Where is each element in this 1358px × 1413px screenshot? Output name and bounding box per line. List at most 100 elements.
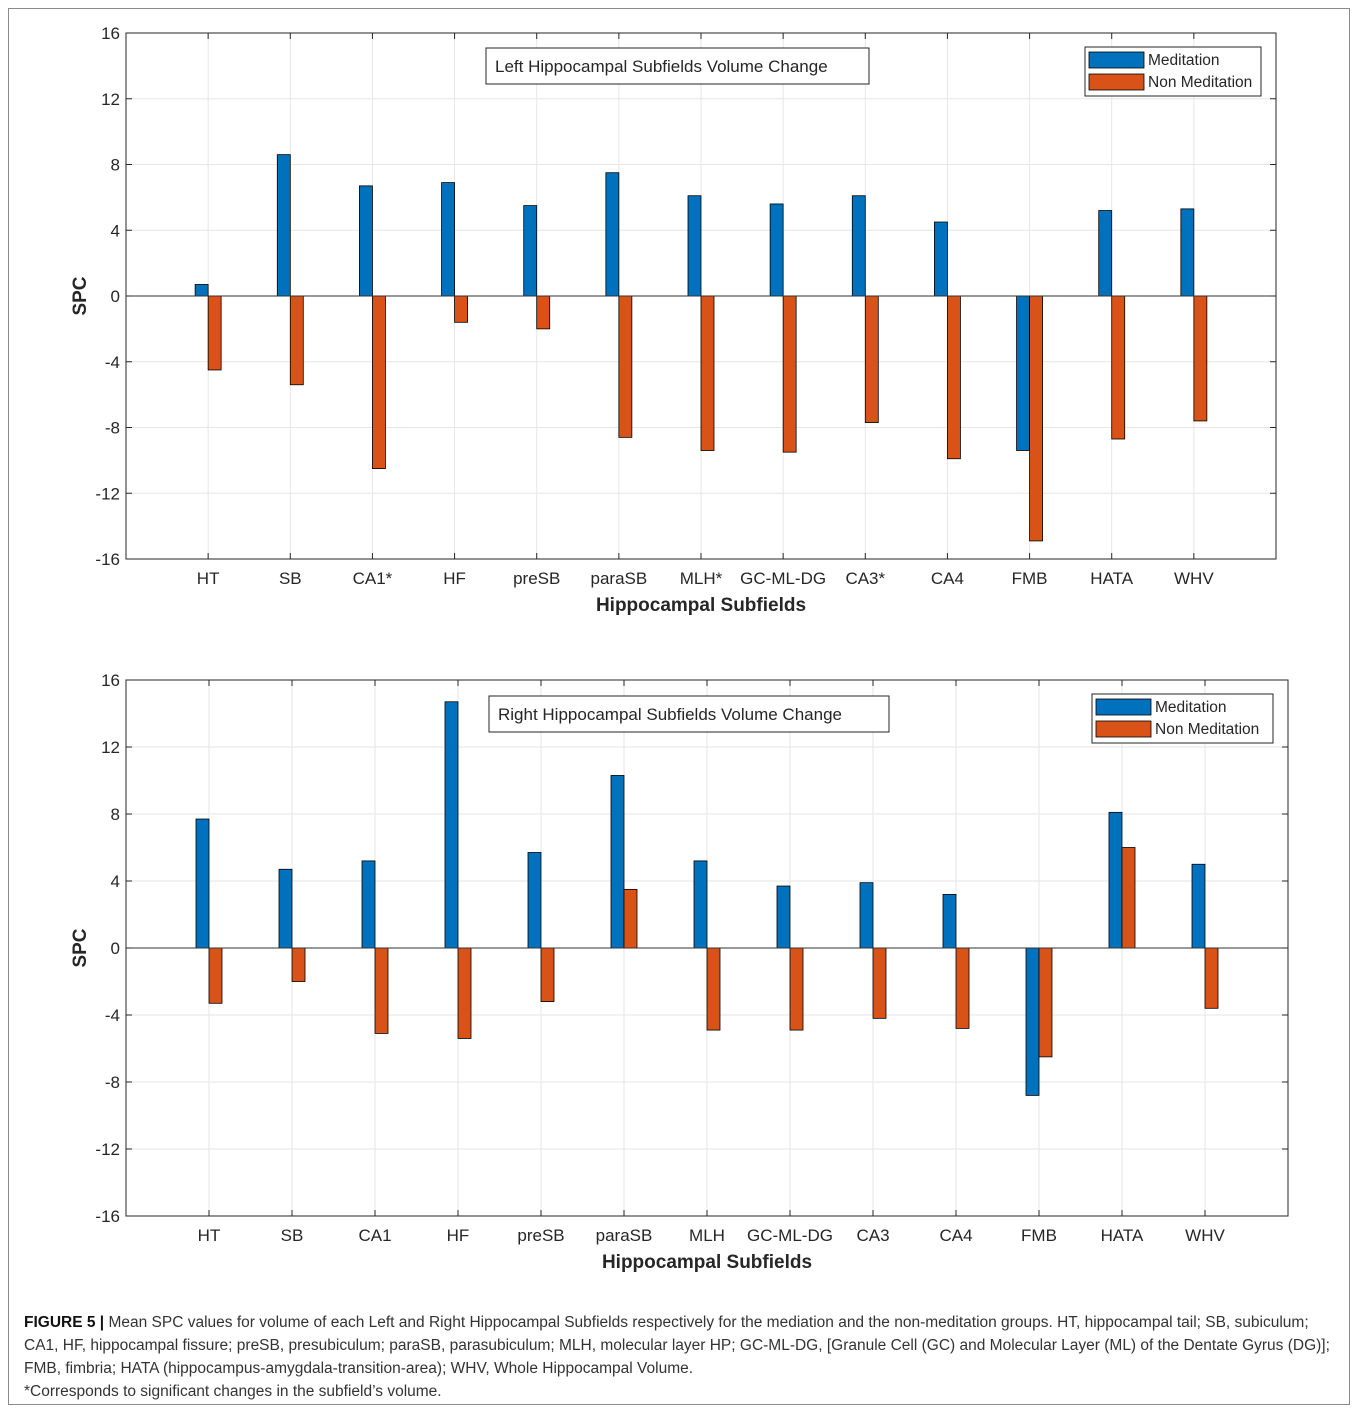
y-tick-label: 0 [111,287,120,306]
x-tick-label: FMB [1021,1226,1057,1245]
bar-non-meditation-gc-ml-dg [782,295,797,453]
bar-non-meditation-sb [289,295,304,386]
y-tick-label: -12 [95,484,120,503]
bar-non-meditation-presb [540,947,555,1002]
x-tick-label: HF [447,1226,470,1245]
x-tick-label: preSB [513,569,560,588]
bar-meditation-fmb [1016,295,1030,451]
figure-caption: FIGURE 5 | Mean SPC values for volume of… [24,1311,1334,1403]
x-tick-label: FMB [1012,569,1048,588]
bar-meditation-gc-ml-dg [776,885,791,949]
x-tick-label: CA4 [939,1226,972,1245]
y-tick-label: -16 [95,550,120,569]
x-tick-label: HT [198,1226,221,1245]
x-tick-label: CA4 [931,569,964,588]
bar-meditation-ca3 [859,882,874,949]
bar-non-meditation-ca4 [955,947,970,1029]
bar-meditation-parasb [610,775,625,949]
bar-meditation-presb [527,852,542,949]
bar-non-meditation-whv [1193,295,1208,422]
bar-non-meditation-mlh [706,947,721,1031]
x-tick-label: preSB [517,1226,564,1245]
y-tick-label: -16 [95,1207,120,1226]
bar-meditation-ca1 [359,185,373,297]
bar-meditation-hata [1098,210,1113,297]
legend-swatch-non-meditation [1095,720,1152,738]
caption-text: Mean SPC values for volume of each Left … [24,1314,1330,1377]
y-tick-label: 8 [111,156,120,175]
x-tick-label: HT [197,569,220,588]
bar-meditation-ca1 [361,860,376,949]
x-tick-label: HATA [1101,1226,1144,1245]
legend-label-non-meditation: Non Meditation [1155,721,1259,738]
x-tick-label: paraSB [591,569,648,588]
legend-swatch-meditation [1088,51,1145,69]
x-tick-label: paraSB [596,1226,653,1245]
y-tick-label: 16 [101,671,120,690]
x-tick-label: CA1* [353,569,393,588]
bar-non-meditation-hf [454,295,468,323]
y-tick-label: -4 [105,1006,120,1025]
bar-meditation-sb [278,868,293,949]
bar-non-meditation-ca3 [864,295,879,423]
bar-non-meditation-ca3 [872,947,887,1019]
y-tick-label: 12 [101,90,120,109]
y-tick-label: 4 [111,221,120,240]
x-tick-label: WHV [1174,569,1214,588]
chart-title: Right Hippocampal Subfields Volume Chang… [498,705,842,724]
bar-meditation-ca4 [934,221,948,297]
bar-non-meditation-hata [1121,847,1136,949]
legend-label-non-meditation: Non Meditation [1148,74,1252,91]
legend-swatch-non-meditation [1088,73,1145,91]
figure-frame [8,8,1350,1405]
x-tick-label: MLH* [680,569,723,588]
x-tick-label: SB [279,569,302,588]
x-tick-label: HATA [1090,569,1133,588]
legend-label-meditation: Meditation [1148,52,1220,69]
x-tick-label: CA3* [845,569,885,588]
y-tick-label: -4 [105,353,120,372]
bar-meditation-fmb [1025,947,1040,1096]
bar-meditation-whv [1180,208,1195,297]
bar-meditation-ca3 [851,195,866,297]
y-axis-title: SPC [70,928,91,967]
x-tick-label: HF [443,569,466,588]
bar-non-meditation-parasb [618,295,633,438]
bar-meditation-sb [276,154,291,297]
y-tick-label: 4 [111,872,120,891]
bar-non-meditation-ca1 [372,295,386,469]
left-hippocampal-chart: 16 12 8 4 0 -4 -8 -12 -16 HT SB CA1* HF preSB paraSB ML… [70,24,1277,616]
y-tick-label: -12 [95,1140,120,1159]
caption-note: *Corresponds to significant changes in t… [24,1383,442,1400]
x-tick-label: MLH [689,1226,725,1245]
bar-meditation-hata [1108,811,1123,949]
bar-meditation-whv [1191,863,1206,949]
bar-non-meditation-ca1 [374,947,389,1034]
x-axis-title: Hippocampal Subfields [602,1252,812,1273]
y-tick-label: 16 [101,24,120,43]
bar-meditation-mlh [693,860,708,949]
x-tick-label: WHV [1185,1226,1225,1245]
caption-label: FIGURE 5 | [24,1314,105,1331]
chart-title-box [485,47,870,85]
bar-non-meditation-ca4 [947,295,961,460]
x-tick-label: CA1 [358,1226,391,1245]
x-tick-label: GC-ML-DG [740,569,826,588]
bar-meditation-gc-ml-dg [769,203,784,297]
bar-meditation-ht [194,284,209,297]
bar-meditation-presb [523,205,538,297]
bar-non-meditation-gc-ml-dg [789,947,804,1031]
bar-meditation-parasb [605,172,620,297]
bar-non-meditation-hata [1111,295,1126,440]
legend-swatch-meditation [1095,698,1152,716]
bar-non-meditation-presb [536,295,551,330]
y-tick-label: 12 [101,738,120,757]
y-tick-label: -8 [105,1073,120,1092]
bar-non-meditation-sb [291,947,306,982]
bar-non-meditation-fmb [1038,947,1053,1058]
bar-non-meditation-fmb [1029,295,1043,542]
bar-non-meditation-ht [207,295,222,371]
chart-title: Left Hippocampal Subfields Volume Change [495,57,828,76]
x-tick-label: GC-ML-DG [747,1226,833,1245]
y-tick-label: -8 [105,419,120,438]
